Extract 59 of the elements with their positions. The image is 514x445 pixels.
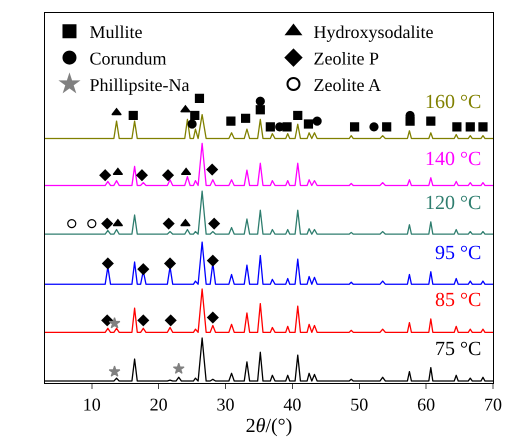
series-label: 75 °C [435,338,482,360]
point [128,110,138,120]
x-tick-label: 10 [82,394,101,415]
point [226,116,236,126]
legend-label: Mullite [89,22,142,42]
point [256,96,265,106]
legend-label: Phillipsite-Na [89,75,190,96]
series-label: 160 °C [425,91,482,113]
legend-label: Hydroxysodalite [313,22,434,42]
point [137,314,150,326]
point [207,254,219,266]
point [206,164,218,176]
point [426,116,436,126]
point [478,122,488,132]
x-tick-label: 30 [216,394,235,415]
x-tick-label: 50 [350,394,368,415]
point [452,122,462,132]
x-tick-label: 20 [150,394,168,415]
point [208,218,220,230]
series-label: 85 °C [435,289,482,311]
x-tick-label: 60 [417,394,436,415]
series-label: 140 °C [425,148,482,170]
point [108,317,120,328]
point [99,169,111,182]
point [136,169,148,182]
point [304,119,314,129]
point [369,122,379,132]
point [241,114,250,123]
point [67,219,76,228]
point [164,258,176,270]
point [137,263,150,275]
point [207,312,219,324]
legend-label: Zeolite P [313,48,379,69]
point [101,314,113,326]
x-tick-label: 70 [484,394,502,415]
point [350,122,360,132]
point [87,219,96,228]
point [190,110,200,120]
point [108,365,120,377]
point [101,218,113,230]
point [164,314,177,326]
series-label: 120 °C [425,192,482,214]
point [162,218,174,230]
x-axis-title: 2θ/(°) [246,415,292,438]
point [188,119,197,129]
point [293,110,302,120]
point [312,116,322,126]
x-tick-label: 40 [283,394,302,415]
point [256,105,265,114]
point [172,362,185,374]
point [382,122,392,132]
point [194,94,204,103]
legend-label: Corundum [89,48,166,69]
point [102,258,114,270]
point [466,122,475,132]
point [162,169,174,182]
series-label: 95 °C [435,242,482,264]
legend-label: Zeolite A [313,75,381,96]
point [266,122,275,132]
